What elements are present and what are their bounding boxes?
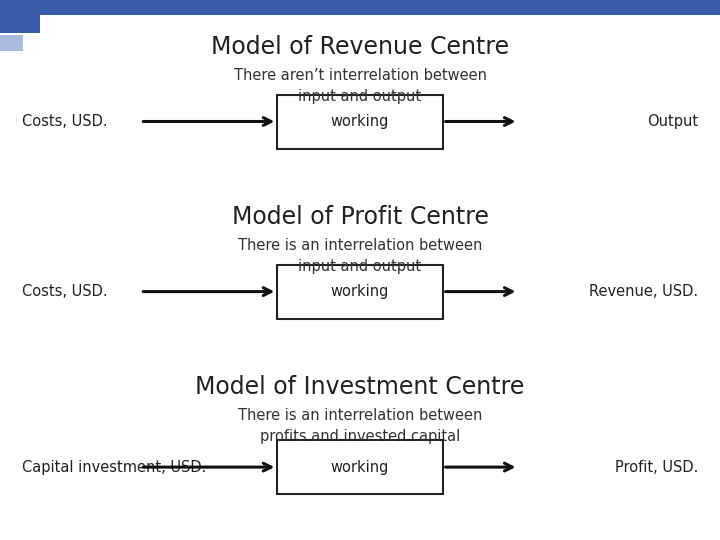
Text: There aren’t interrelation between
input and output: There aren’t interrelation between input… [233, 68, 487, 104]
Text: Costs, USD.: Costs, USD. [22, 114, 107, 129]
Bar [277, 265, 443, 319]
Text: working: working [330, 460, 390, 475]
Text: Model of Revenue Centre: Model of Revenue Centre [211, 35, 509, 59]
Text: Output: Output [647, 114, 698, 129]
Bar [0, 0, 720, 15]
Bar [0, 15, 40, 33]
Text: Costs, USD.: Costs, USD. [22, 284, 107, 299]
Text: Model of Investment Centre: Model of Investment Centre [195, 375, 525, 399]
Text: There is an interrelation between
profits and invested capital: There is an interrelation between profit… [238, 408, 482, 444]
Text: Model of Profit Centre: Model of Profit Centre [232, 205, 488, 229]
Text: working: working [330, 114, 390, 129]
Text: working: working [330, 284, 390, 299]
Bar [277, 440, 443, 494]
Text: Profit, USD.: Profit, USD. [615, 460, 698, 475]
Text: Capital investment, USD.: Capital investment, USD. [22, 460, 206, 475]
Bar [277, 94, 443, 149]
Bar [0, 35, 23, 51]
Text: Revenue, USD.: Revenue, USD. [589, 284, 698, 299]
Text: There is an interrelation between
input and output: There is an interrelation between input … [238, 238, 482, 274]
